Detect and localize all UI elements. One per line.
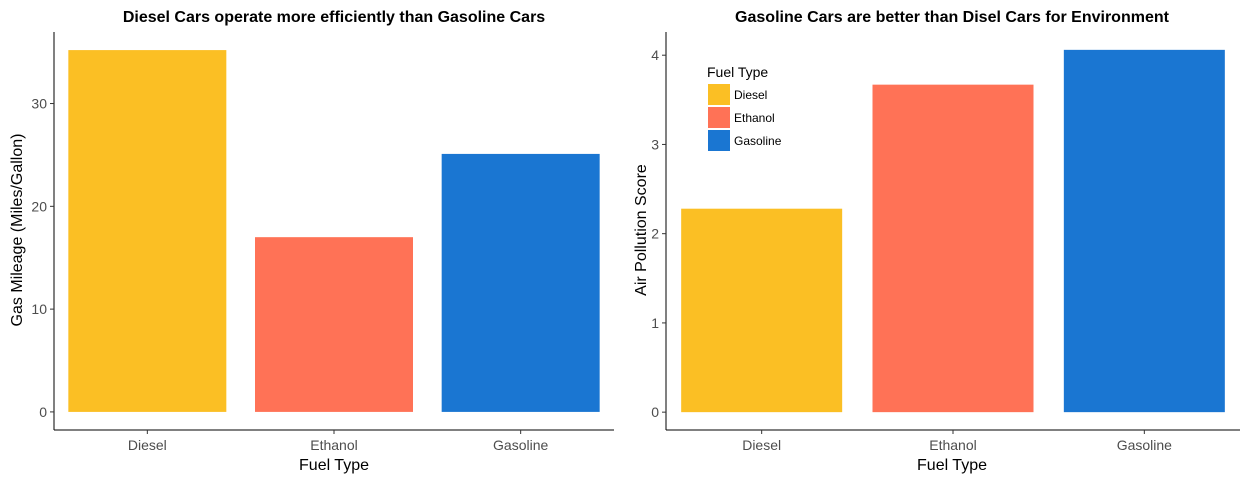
chart1-ytick-label: 20 [31,198,47,214]
chart2-bar-ethanol [872,84,1034,413]
chart2-ylabel: Air Pollution Score [633,164,650,296]
chart1-title: Diesel Cars operate more efficiently tha… [123,9,545,26]
chart1-bar-gasoline [441,153,600,412]
legend-items: Diesel Ethanol Gasoline [708,84,782,151]
chart2-xlabel: Fuel Type [917,457,987,474]
chart2-ytick-label: 4 [651,47,659,63]
mileage-chart: Diesel Cars operate more efficiently tha… [9,9,614,474]
chart1-ytick-label: 10 [31,301,47,317]
chart2-xtick-label: Diesel [742,437,781,453]
chart1-xtick-label: Gasoline [493,437,548,453]
chart1-ytick-label: 0 [39,404,47,420]
chart2-bar-gasoline [1063,49,1225,413]
legend-title: Fuel Type [707,64,768,80]
legend-label-gasoline: Gasoline [734,134,782,148]
legend-swatch-ethanol [708,107,730,128]
chart2-ytick-label: 1 [651,315,659,331]
legend-label-diesel: Diesel [734,88,767,102]
chart2-ytick-label: 3 [651,136,659,152]
chart2-ytick-label: 0 [651,404,659,420]
chart2-xtick-label: Gasoline [1117,437,1172,453]
chart2-ytick-label: 2 [651,226,659,242]
chart1-ylabel: Gas Mileage (Miles/Gallon) [9,134,26,327]
chart2-marks: 0 1 2 3 4 Diesel Ethanol Gasoline [651,32,1240,453]
legend-label-ethanol: Ethanol [734,111,775,125]
chart1-xlabel: Fuel Type [299,457,369,474]
chart2-bar-diesel [681,208,843,413]
chart1-xtick-label: Diesel [128,437,167,453]
chart1-bar-diesel [68,50,227,412]
legend-swatch-gasoline [708,130,730,151]
chart1-bar-ethanol [255,237,413,412]
chart1-ytick-label: 30 [31,96,47,112]
legend: Fuel Type Diesel Ethanol Gasoline [707,64,782,151]
chart2-title: Gasoline Cars are better than Disel Cars… [735,9,1170,26]
pollution-chart: Gasoline Cars are better than Disel Cars… [633,9,1240,474]
chart2-xtick-label: Ethanol [929,437,976,453]
legend-swatch-diesel [708,84,730,105]
chart1-marks: 0 10 20 30 Diesel Ethanol Gasoline [31,32,614,453]
chart1-xtick-label: Ethanol [310,437,357,453]
